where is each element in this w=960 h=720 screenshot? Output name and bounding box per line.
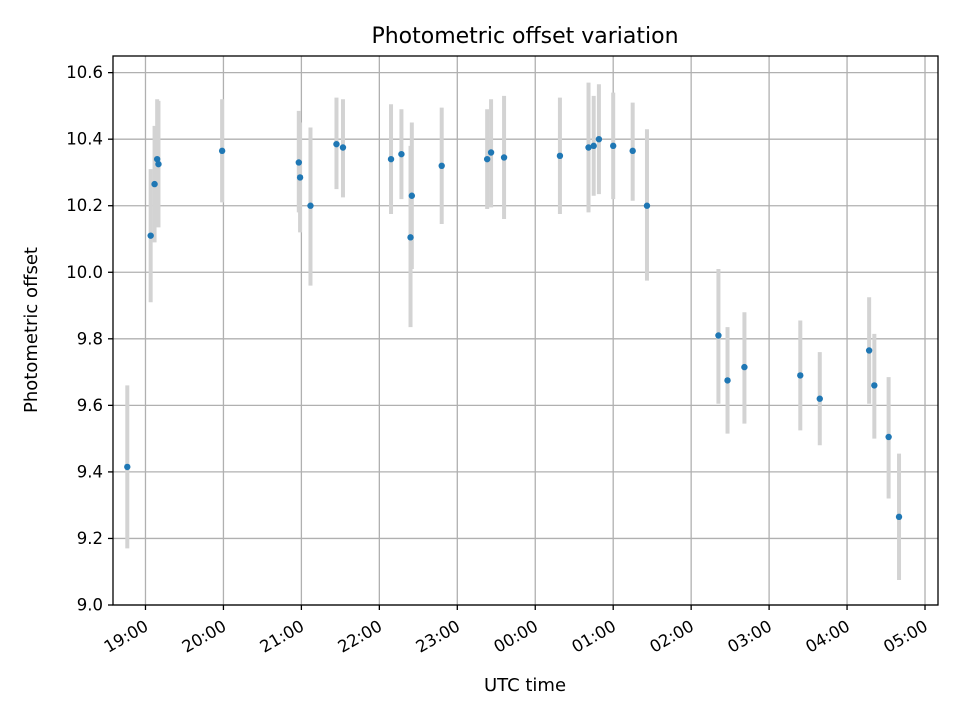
plot-frame (112, 55, 939, 606)
data-point (218, 147, 226, 155)
data-point (398, 150, 405, 158)
x-tick-label: 01:00 (569, 616, 620, 656)
data-point (124, 463, 131, 471)
y-tick-label: 9.2 (77, 529, 103, 548)
data-point (609, 142, 617, 150)
data-point (151, 180, 158, 188)
y-tick-label: 10.4 (66, 130, 103, 149)
y-axis-label: Photometric offset (21, 247, 42, 413)
y-tick-label: 10.6 (66, 63, 103, 82)
data-point (816, 395, 823, 402)
y-tick-label: 10.0 (66, 263, 103, 282)
data-point (629, 147, 636, 155)
data-point (500, 154, 508, 161)
data-point (797, 372, 804, 379)
data-point (487, 149, 495, 156)
x-axis-label: UTC time (484, 675, 566, 696)
data-point (895, 513, 903, 521)
x-tick-label: 21:00 (257, 616, 308, 656)
x-tick-label: 03:00 (724, 616, 775, 656)
data-point (147, 232, 154, 239)
data-point (438, 162, 445, 169)
x-tick-label: 02:00 (646, 616, 697, 656)
data-point (387, 155, 395, 163)
data-point (871, 382, 878, 389)
x-tick-label: 00:00 (491, 616, 542, 656)
data-point (307, 202, 314, 209)
data-points (124, 135, 903, 521)
data-point (590, 142, 597, 150)
data-point (155, 160, 162, 168)
data-point (153, 155, 161, 163)
y-tick-label: 9.0 (77, 596, 103, 615)
x-tick-label: 19:00 (101, 616, 152, 656)
y-tick-label: 10.2 (66, 196, 103, 215)
data-point (595, 135, 603, 143)
chart-title: Photometric offset variation (371, 24, 678, 49)
data-point (741, 363, 748, 371)
data-point (339, 144, 347, 151)
data-point (295, 159, 302, 166)
data-point (296, 174, 304, 181)
data-point (885, 433, 892, 441)
data-point (407, 234, 414, 241)
data-point (483, 155, 491, 163)
data-point (724, 377, 731, 384)
data-point (643, 202, 651, 209)
data-point (865, 347, 873, 354)
x-tick-label: 04:00 (802, 616, 853, 656)
x-tick-label: 22:00 (335, 616, 386, 656)
y-tick-label: 9.6 (77, 396, 103, 415)
data-point (585, 144, 592, 151)
x-tick-label: 20:00 (179, 616, 230, 656)
error-bars (125, 82, 902, 581)
data-point (333, 140, 340, 148)
x-tick-label: 23:00 (413, 616, 464, 656)
x-tick-label: 05:00 (880, 616, 931, 656)
data-point (408, 192, 416, 199)
data-point (556, 152, 564, 160)
grid-lines (113, 56, 938, 606)
y-tick-label: 9.4 (77, 462, 103, 481)
data-point (715, 332, 722, 339)
y-tick-label: 9.8 (77, 329, 103, 348)
